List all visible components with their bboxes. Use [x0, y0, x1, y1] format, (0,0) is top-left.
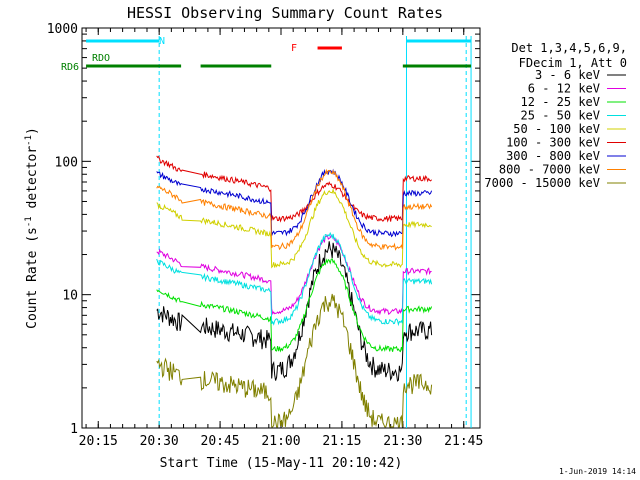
legend-entry-label: 25 - 50 keV — [521, 109, 600, 123]
series-line — [156, 293, 433, 428]
chart-title: HESSI Observing Summary Count Rates — [127, 4, 443, 22]
legend-entry-label: 7000 - 15000 keV — [484, 176, 600, 190]
night-interval-lines — [158, 36, 472, 428]
legend: Det 1,3,4,5,6,9,FDecim 1, Att 03 - 6 keV… — [484, 41, 627, 190]
legend-entry-label: 3 - 6 keV — [535, 68, 600, 82]
series-line — [156, 187, 432, 269]
series-line — [156, 168, 433, 238]
x-tick-label: 21:00 — [261, 434, 300, 449]
x-tick-label: 20:30 — [140, 434, 179, 449]
date-stamp: 1-Jun-2019 14:14 — [559, 467, 636, 476]
series-line — [156, 241, 433, 382]
y-axis-label-mid: detector — [25, 146, 40, 217]
legend-entry-label: 50 - 100 keV — [513, 122, 600, 136]
series-line — [156, 155, 432, 223]
axis-ticks: 20:15 20:30 20:45 21:00 21:15 21:30 21:45 1 10 10… — [47, 22, 484, 449]
y-axis-label-sup2: -1 — [24, 135, 34, 146]
legend-entry-label: 300 - 800 keV — [506, 149, 600, 163]
series-lines — [156, 155, 433, 428]
legend-header-line: FDecim 1, Att 0 — [519, 56, 627, 70]
y-axis-label-end: ) — [25, 127, 40, 135]
legend-entry-label: 100 - 300 keV — [506, 136, 600, 150]
x-tick-label: 20:15 — [79, 434, 118, 449]
x-tick-label: 21:45 — [444, 434, 483, 449]
x-tick-label: 21:15 — [322, 434, 361, 449]
legend-entry-label: 800 - 7000 keV — [499, 163, 600, 177]
legend-header-line: Det 1,3,4,5,6,9, — [511, 41, 627, 55]
series-line — [156, 234, 432, 316]
flag-label: N — [159, 36, 165, 47]
flag-label: RDO — [92, 53, 110, 64]
flag-label: F — [291, 43, 297, 54]
y-axis-label: Count Rate (s-1 detector-1) — [24, 127, 40, 329]
x-axis-label: Start Time (15-May-11 20:10:42) — [160, 456, 403, 471]
series-line — [156, 231, 433, 327]
observing-flags: N F RDO RD6 — [61, 36, 472, 73]
y-tick-label: 10 — [62, 289, 78, 304]
x-tick-label: 20:45 — [201, 434, 240, 449]
legend-entry-label: 6 - 12 keV — [528, 82, 600, 96]
series-line — [156, 258, 433, 353]
x-tick-label: 21:30 — [383, 434, 422, 449]
flag-label: RD6 — [61, 62, 79, 73]
y-tick-label: 100 — [55, 155, 78, 170]
y-tick-label: 1 — [70, 422, 78, 437]
legend-entry-label: 12 - 25 keV — [521, 95, 600, 109]
y-axis-label-main: Count Rate (s — [25, 227, 40, 329]
y-axis-label-sup1: -1 — [24, 216, 34, 227]
series-line — [156, 168, 433, 251]
y-tick-label: 1000 — [47, 22, 78, 37]
